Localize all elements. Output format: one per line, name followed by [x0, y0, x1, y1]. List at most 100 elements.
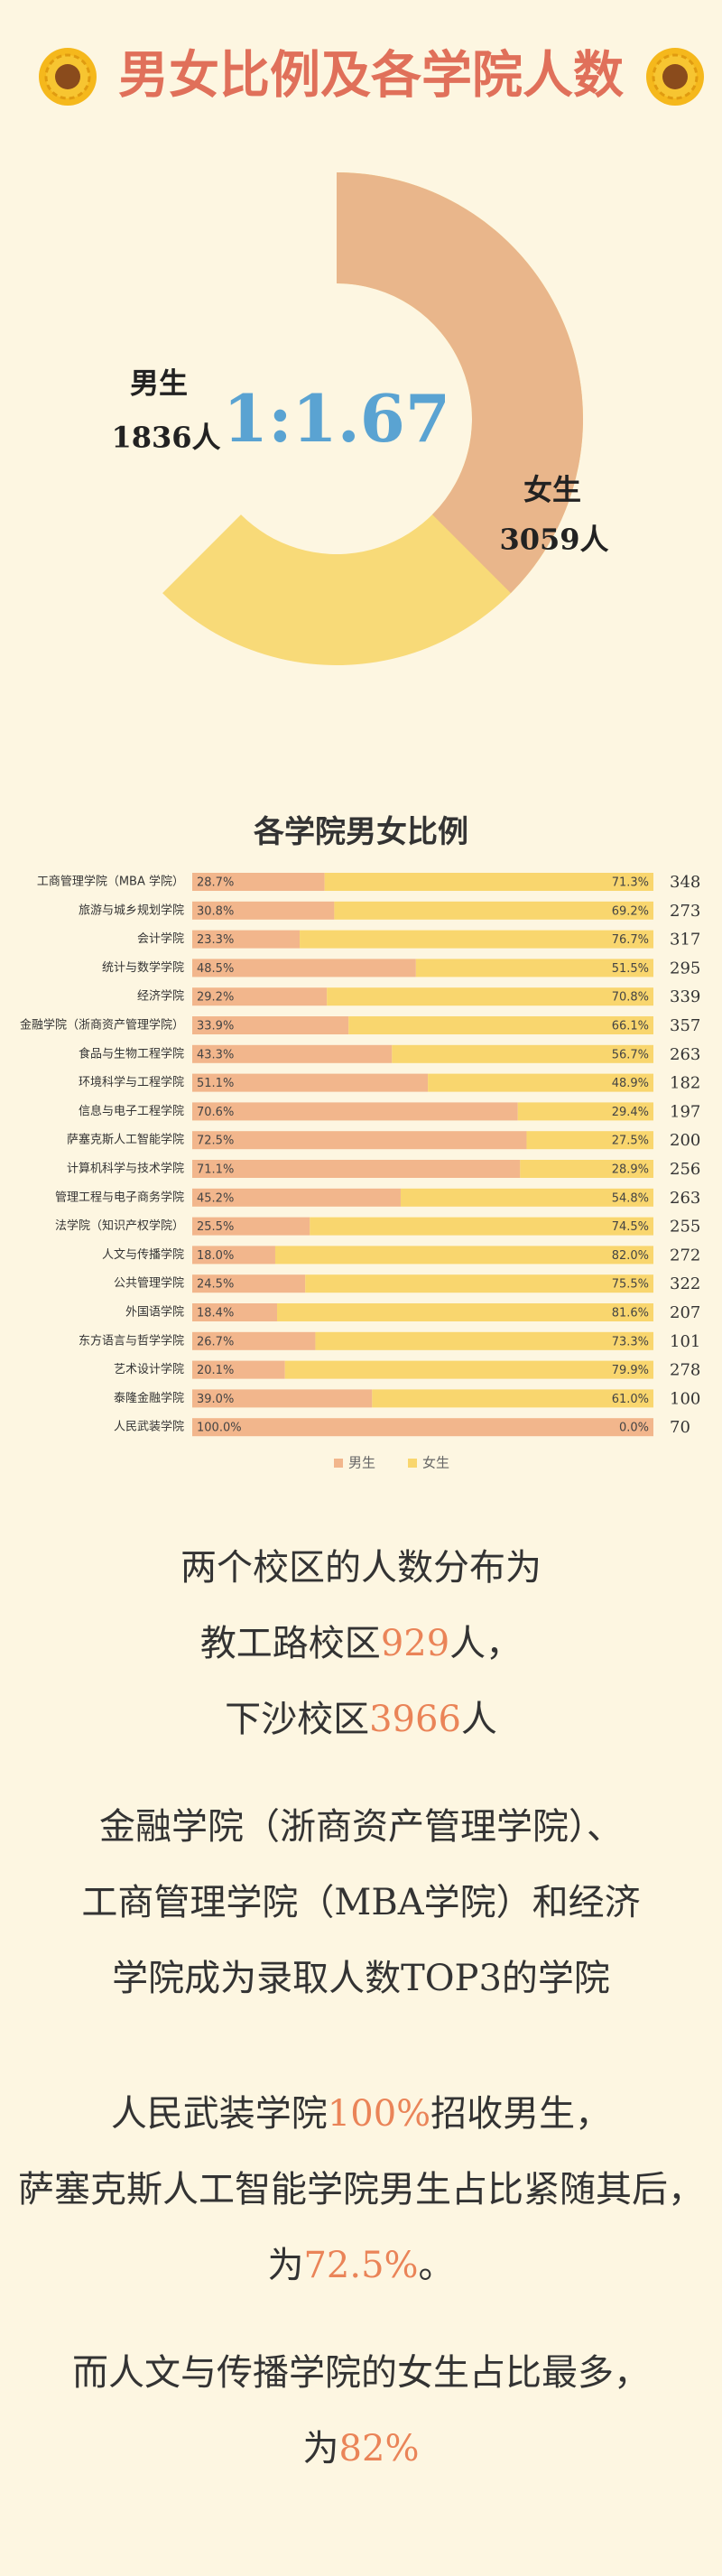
bar-segment [192, 1102, 518, 1121]
sunflower-right [646, 48, 704, 106]
paragraph-line: 两个校区的人数分布为 [180, 1547, 542, 1589]
value-label: 56.7% [612, 1048, 649, 1061]
bar-segment [192, 930, 301, 949]
value-label: 18.4% [197, 1307, 234, 1320]
bar-segment [192, 1303, 278, 1321]
category-label: 经济学院 [137, 989, 184, 1004]
bar-segment [192, 1331, 316, 1350]
segment-value-label: 1836人 [111, 421, 220, 455]
value-label: 61.0% [612, 1393, 649, 1406]
bar-segment [400, 1188, 653, 1207]
total-label: 263 [670, 1189, 700, 1208]
paragraph-line: 为82% [303, 2428, 420, 2469]
bar-segment [327, 987, 653, 1006]
total-label: 70 [670, 1418, 690, 1437]
category-label: 旅游与城乡规划学院 [79, 903, 184, 917]
chart-title: 各学院男女比例 [254, 814, 468, 850]
value-label: 29.4% [612, 1106, 649, 1119]
value-label: 81.6% [612, 1307, 649, 1320]
segment-value-label: 3059人 [499, 523, 608, 557]
bar-segment [192, 1360, 285, 1379]
total-label: 207 [670, 1303, 700, 1322]
bar-segment [192, 1131, 527, 1150]
value-label: 24.5% [197, 1278, 234, 1292]
text-segment: 教工路校区 [200, 1623, 381, 1664]
total-label: 182 [670, 1074, 700, 1093]
bar-segment [277, 1303, 653, 1321]
bar-segment [192, 1418, 653, 1437]
text-segment: 学院成为录取人数TOP3的学院 [112, 1958, 610, 1999]
category-label: 会计学院 [137, 931, 184, 946]
highlight-text: 100% [328, 2093, 430, 2135]
text-segment: 下沙校区 [225, 1699, 369, 1740]
paragraph-line: 教工路校区929人， [200, 1623, 522, 1664]
bar-segment [192, 901, 335, 920]
value-label: 18.0% [197, 1249, 234, 1263]
text-segment: 为 [303, 2428, 339, 2469]
value-label: 69.2% [612, 904, 649, 918]
bar-segment [300, 930, 653, 949]
paragraph-line: 下沙校区3966人 [225, 1699, 497, 1740]
total-label: 273 [670, 902, 700, 921]
total-label: 263 [670, 1045, 700, 1064]
bar-segment [192, 1389, 373, 1408]
paragraph-line: 萨塞克斯人工智能学院男生占比紧随其后， [18, 2169, 704, 2210]
segment-name: 女生 [523, 473, 581, 507]
legend-label: 女生 [422, 1455, 449, 1471]
value-label: 54.8% [612, 1191, 649, 1205]
category-label: 管理工程与电子商务学院 [55, 1190, 184, 1204]
paragraph-line: 人民武装学院100%招收男生， [111, 2093, 611, 2135]
bar-segment [526, 1131, 653, 1150]
text-segment: 人 [461, 1699, 497, 1740]
value-label: 0.0% [619, 1422, 649, 1435]
total-label: 357 [670, 1016, 700, 1035]
category-label: 人文与传播学院 [102, 1247, 184, 1262]
bar-segment [520, 1160, 653, 1178]
text-segment: 金融学院（浙商资产管理学院）、 [99, 1806, 623, 1848]
text-segment: 萨塞克斯人工智能学院男生占比紧随其后， [18, 2169, 704, 2210]
text-segment: 人， [449, 1623, 522, 1664]
total-label: 272 [670, 1246, 700, 1265]
bar-segment [324, 873, 653, 891]
paragraph-line: 金融学院（浙商资产管理学院）、 [99, 1806, 623, 1848]
value-label: 79.9% [612, 1364, 649, 1377]
category-label: 艺术设计学院 [114, 1362, 184, 1376]
paragraph-line: 为72.5%。 [267, 2245, 454, 2286]
text-segment: 而人文与传播学院的女生占比最多， [72, 2352, 650, 2394]
value-label: 72.5% [197, 1135, 234, 1148]
value-label: 74.5% [612, 1220, 649, 1234]
bar-segment [192, 1016, 349, 1034]
bar-segment [192, 1188, 401, 1207]
value-label: 51.5% [612, 962, 649, 976]
category-label: 食品与生物工程学院 [79, 1046, 184, 1061]
total-label: 348 [670, 873, 700, 892]
total-label: 278 [670, 1361, 700, 1380]
category-label: 环境科学与工程学院 [79, 1075, 184, 1089]
bar-segment [517, 1102, 653, 1121]
paragraph-line: 学院成为录取人数TOP3的学院 [112, 1958, 610, 1999]
text-segment: 两个校区的人数分布为 [180, 1547, 542, 1589]
value-label: 71.1% [197, 1163, 234, 1177]
text-segment: 。 [419, 2245, 455, 2286]
category-label: 公共管理学院 [114, 1276, 184, 1291]
total-label: 255 [670, 1218, 700, 1237]
value-label: 28.7% [197, 876, 234, 890]
highlight-text: 72.5% [303, 2245, 418, 2286]
value-label: 51.1% [197, 1077, 234, 1090]
bar-segment [372, 1389, 653, 1408]
donut-segment [337, 172, 583, 594]
total-label: 322 [670, 1274, 700, 1293]
total-label: 317 [670, 931, 700, 950]
page-title: 男女比例及各学院人数 [118, 46, 624, 106]
value-label: 33.9% [197, 1020, 234, 1033]
bar-segment [348, 1016, 653, 1034]
value-label: 43.3% [197, 1048, 234, 1061]
value-label: 30.8% [197, 904, 234, 918]
category-label: 东方语言与哲学学院 [79, 1333, 184, 1348]
legend-swatch [408, 1459, 417, 1468]
bar-segment [284, 1360, 653, 1379]
total-label: 100 [670, 1389, 700, 1408]
value-label: 70.8% [612, 991, 649, 1005]
bar-segment [192, 873, 325, 891]
